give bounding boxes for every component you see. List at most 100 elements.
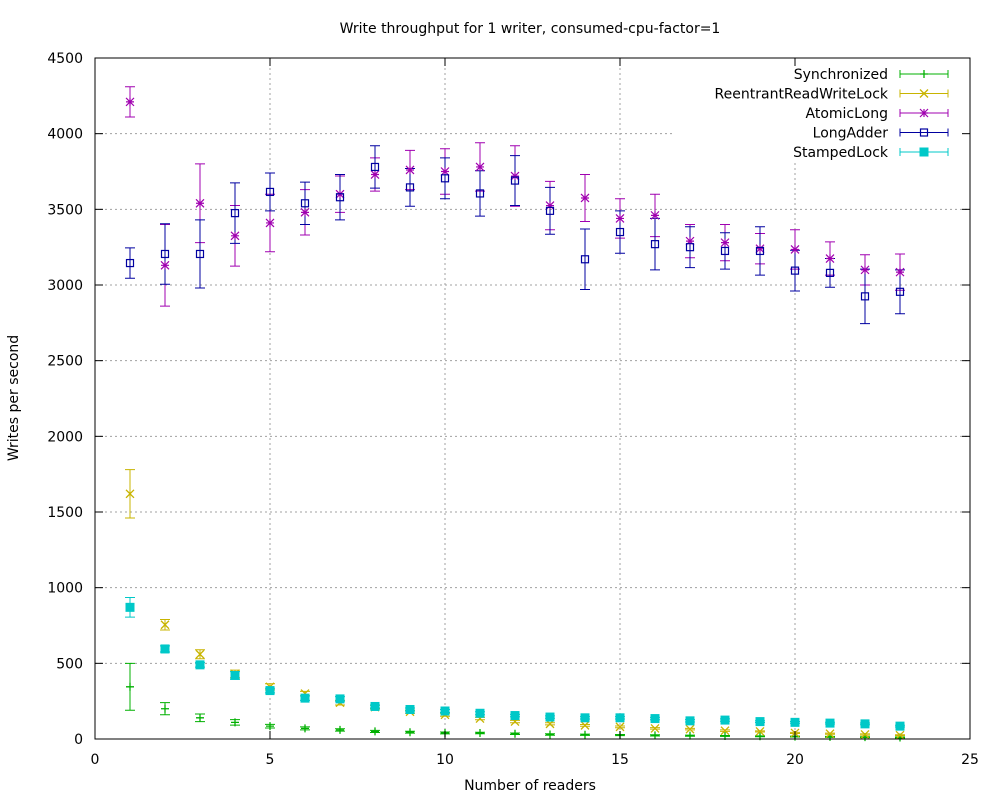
- data-point: [160, 620, 170, 630]
- error-bar: [685, 226, 695, 269]
- data-point: [615, 227, 625, 237]
- legend-label: AtomicLong: [806, 106, 889, 122]
- data-point: [266, 722, 274, 731]
- data-point: [265, 187, 275, 197]
- legend-label: StampedLock: [793, 145, 889, 161]
- data-point: [755, 717, 765, 727]
- legend-entry-reentrantreadwritelock: ReentrantReadWriteLock: [715, 87, 949, 103]
- data-point: [860, 719, 870, 729]
- data-point: [685, 243, 695, 252]
- data-point: [545, 201, 555, 210]
- data-point: [231, 718, 239, 727]
- series-synchronized: [126, 682, 904, 742]
- data-point: [335, 193, 345, 202]
- y-tick-label: 0: [74, 732, 83, 748]
- data-point: [371, 727, 379, 736]
- data-point: [580, 713, 590, 723]
- error-bar: [510, 155, 520, 207]
- data-point: [685, 236, 695, 246]
- data-point: [720, 726, 730, 736]
- data-point: [195, 649, 205, 659]
- data-point: [440, 706, 450, 716]
- data-point: [335, 694, 345, 704]
- data-point: [195, 198, 205, 208]
- data-point: [895, 267, 905, 277]
- data-point: [511, 729, 519, 738]
- plot-frame: [94, 57, 971, 740]
- data-point: [195, 249, 205, 259]
- data-point: [825, 268, 835, 277]
- x-tick-label: 10: [436, 752, 454, 768]
- data-point: [336, 725, 344, 734]
- data-point: [650, 210, 660, 220]
- y-axis-label: Writes per second: [6, 335, 22, 461]
- legend-swatch-line: [899, 128, 949, 137]
- data-point: [615, 213, 625, 223]
- data-point: [581, 730, 589, 739]
- legend-swatch-marker: [919, 128, 929, 137]
- data-point: [650, 240, 660, 249]
- data-point: [125, 97, 135, 107]
- data-point: [300, 199, 310, 208]
- error-bar: [580, 228, 590, 291]
- data-point: [440, 174, 450, 183]
- error-bars-reentrantreadwritelock: [125, 469, 905, 737]
- legend-entry-atomiclong: AtomicLong: [806, 106, 949, 122]
- y-tick-label: 4500: [47, 51, 83, 67]
- data-point: [160, 249, 170, 259]
- data-point: [651, 731, 659, 740]
- data-point: [825, 729, 835, 739]
- data-point: [440, 167, 450, 176]
- legend-label: ReentrantReadWriteLock: [715, 87, 889, 103]
- error-bar: [370, 145, 380, 189]
- data-point: [475, 189, 485, 198]
- data-point: [300, 207, 310, 217]
- data-point: [860, 265, 870, 275]
- data-point: [125, 602, 135, 612]
- data-point: [160, 644, 170, 654]
- data-point: [265, 218, 275, 228]
- legend-swatch-marker: [919, 147, 929, 157]
- data-point: [895, 287, 905, 296]
- data-point: [370, 701, 380, 711]
- x-tick-label: 5: [266, 752, 275, 768]
- data-point: [895, 721, 905, 731]
- data-point: [510, 176, 520, 185]
- data-point: [546, 730, 554, 739]
- error-bar: [545, 186, 555, 235]
- data-point: [685, 724, 695, 734]
- y-tick-label: 4000: [47, 127, 83, 143]
- y-tick-label: 1000: [47, 581, 83, 597]
- data-point: [406, 728, 414, 737]
- axis-ticks: [94, 57, 971, 740]
- legend-swatch-marker: [919, 89, 929, 98]
- x-tick-labels: 0 5 10 15 20 25: [91, 752, 979, 768]
- data-point: [615, 722, 625, 732]
- data-point: [405, 183, 415, 192]
- legend-swatch-marker: [920, 70, 928, 78]
- data-point: [510, 171, 520, 181]
- error-bars-atomiclong: [125, 86, 905, 307]
- data-point: [125, 258, 135, 268]
- data-point: [686, 731, 694, 740]
- data-point: [650, 723, 660, 733]
- series-reentrantreadwritelock: [125, 489, 905, 740]
- error-bars-stampedlock: [125, 597, 905, 728]
- y-tick-label: 500: [56, 656, 83, 672]
- data-point: [405, 165, 415, 175]
- data-point: [265, 686, 275, 696]
- x-tick-label: 15: [611, 752, 629, 768]
- data-point: [300, 693, 310, 703]
- error-bars-synchronized: [125, 662, 905, 739]
- data-point: [545, 206, 555, 215]
- legend-entry-synchronized: Synchronized: [794, 67, 949, 83]
- error-bar: [440, 157, 450, 200]
- data-point: [615, 713, 625, 723]
- error-bar: [160, 223, 170, 285]
- series-stampedlock: [125, 602, 905, 731]
- data-point: [895, 730, 905, 740]
- data-point: [825, 254, 835, 263]
- x-tick-label: 0: [91, 752, 100, 768]
- data-point: [476, 728, 484, 737]
